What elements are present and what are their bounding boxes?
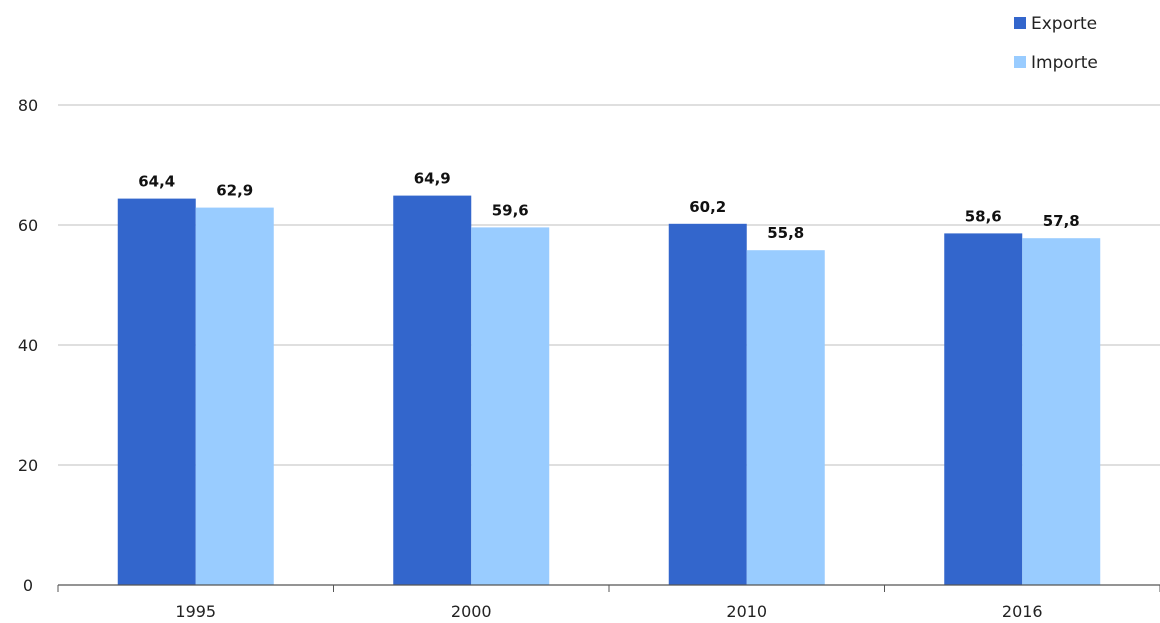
bars	[117, 195, 1101, 586]
y-tick-label: 80	[18, 96, 38, 115]
y-tick-label: 0	[23, 576, 33, 595]
bar-importe-1995	[195, 207, 274, 585]
legend: Exporte Importe	[1014, 14, 1098, 73]
y-tick-label: 40	[18, 336, 38, 355]
bar-importe-2010	[746, 250, 825, 585]
data-labels: 64,4 62,9 64,9 59,6 60,2 55,8 58,6 57,8	[138, 170, 1080, 243]
data-label: 57,8	[1043, 212, 1080, 230]
bar-exporte-2010	[668, 223, 747, 586]
x-tick-label: 2010	[726, 602, 767, 621]
bar-importe-2000	[471, 227, 550, 585]
legend-swatch-exporte	[1014, 17, 1026, 29]
x-tick-label: 2016	[1002, 602, 1043, 621]
data-label: 64,9	[414, 170, 451, 188]
data-label: 55,8	[767, 224, 804, 242]
legend-swatch-importe	[1014, 56, 1026, 68]
bar-exporte-2016	[944, 233, 1023, 585]
bar-exporte-1995	[117, 198, 196, 585]
legend-label-importe: Importe	[1031, 53, 1098, 73]
data-label: 64,4	[138, 173, 175, 191]
legend-label-exporte: Exporte	[1031, 14, 1097, 34]
x-tick-label: 2000	[451, 602, 492, 621]
data-label: 60,2	[689, 198, 726, 216]
bar-importe-2016	[1022, 238, 1101, 585]
bar-exporte-2000	[393, 195, 472, 585]
data-label: 62,9	[216, 182, 253, 200]
y-tick-label: 60	[18, 216, 38, 235]
y-tick-label: 20	[18, 456, 38, 475]
x-tick-label: 1995	[175, 602, 216, 621]
data-label: 58,6	[965, 207, 1002, 225]
data-label: 59,6	[492, 201, 529, 219]
axes: 0 20 40 60 80 1995 2000 2010 2016	[18, 96, 1160, 621]
